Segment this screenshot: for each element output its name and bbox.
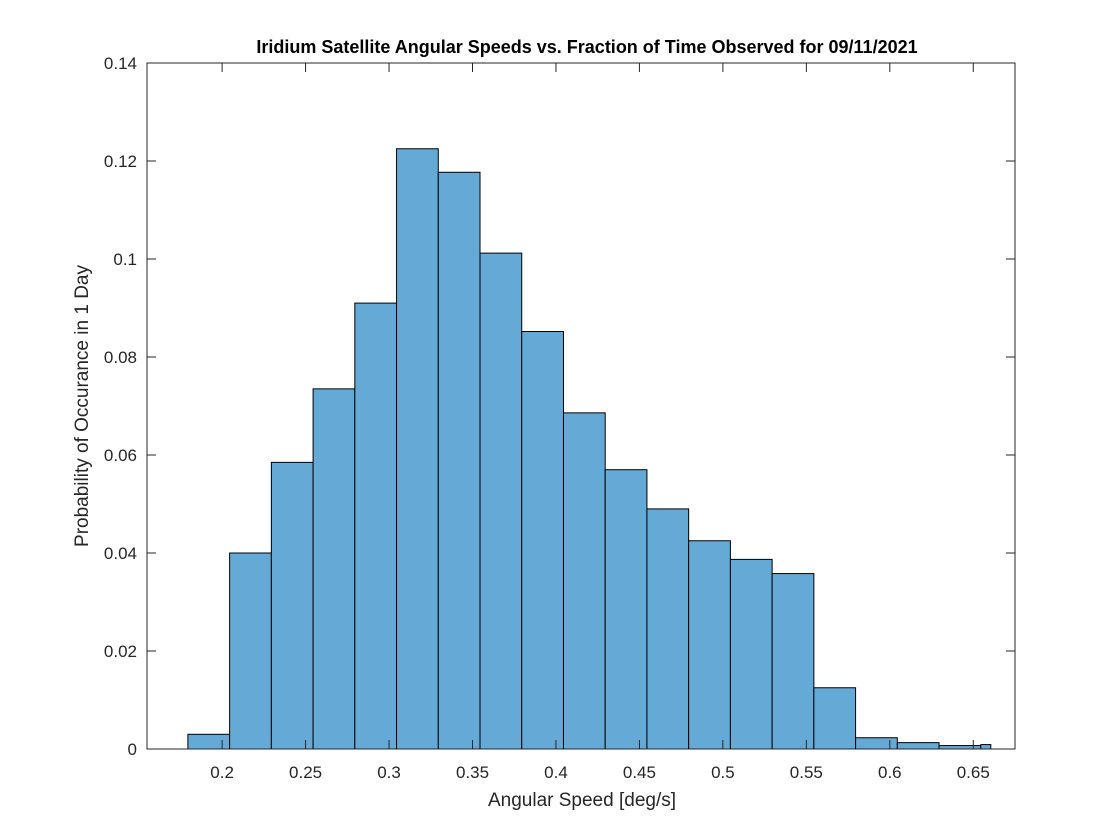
histogram-bar [229, 552, 272, 750]
x-tick-label: 0.45 [623, 763, 656, 782]
y-axis-ticks: 0 0.02 0.04 0.06 0.08 0.1 0.12 0.14 [104, 54, 1015, 759]
histogram-bar [437, 171, 481, 750]
y-tick-label: 0.14 [104, 54, 137, 73]
x-tick-label: 0.2 [210, 763, 234, 782]
histogram-bar [521, 331, 564, 750]
y-tick-label: 0.1 [113, 250, 137, 269]
bars-group [187, 148, 992, 750]
x-tick-label: 0.5 [711, 763, 735, 782]
x-tick-label: 0.55 [790, 763, 823, 782]
x-tick-label: 0.35 [456, 763, 489, 782]
x-tick-label: 0.25 [289, 763, 322, 782]
x-tick-label: 0.65 [957, 763, 990, 782]
y-tick-label: 0.08 [104, 348, 137, 367]
histogram-bar [604, 469, 648, 750]
histogram-bar [813, 687, 857, 750]
histogram-bar [938, 745, 982, 750]
histogram-bar [729, 558, 773, 750]
histogram-bar [354, 302, 398, 750]
y-tick-label: 0.04 [104, 544, 137, 563]
x-tick-label: 0.3 [377, 763, 401, 782]
histogram-bar [688, 540, 731, 750]
histogram-bar [980, 744, 992, 750]
y-tick-label: 0.06 [104, 446, 137, 465]
x-axis-ticks: 0.2 0.25 0.3 0.35 0.4 0.45 0.5 0.55 0.6 0.65 [210, 63, 990, 782]
histogram-bar [396, 148, 439, 750]
histogram-bar [187, 733, 231, 750]
y-tick-label: 0.02 [104, 642, 137, 661]
x-tick-label: 0.4 [544, 763, 568, 782]
histogram-bar [855, 737, 898, 750]
y-axis-label: Probability of Occurance in 1 Day [72, 265, 93, 547]
plot-frame [146, 62, 1016, 750]
histogram-bar [312, 388, 356, 750]
histogram-bar [562, 412, 606, 750]
histogram-bar [771, 573, 815, 750]
histogram-bar [896, 742, 940, 750]
histogram-bar [646, 508, 690, 750]
histogram-bar [270, 461, 314, 750]
chart-title: Iridium Satellite Angular Speeds vs. Fra… [256, 37, 917, 57]
x-tick-label: 0.6 [878, 763, 902, 782]
histogram-bar [479, 252, 523, 750]
y-tick-label: 0.12 [104, 152, 137, 171]
x-axis-label: Angular Speed [deg/s] [488, 790, 676, 811]
y-tick-label: 0 [128, 740, 137, 759]
